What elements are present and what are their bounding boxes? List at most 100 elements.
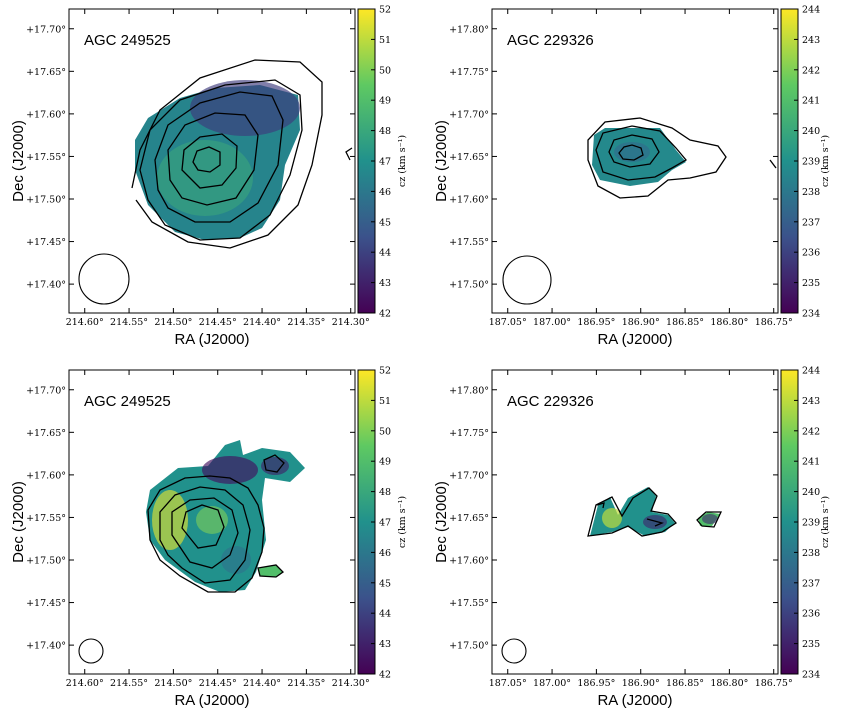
- hi-contour: [587, 117, 727, 199]
- colorbar-tick-label: 52: [379, 5, 391, 16]
- hi-contour: [769, 159, 777, 169]
- colorbar-tick-label: 42: [379, 309, 391, 320]
- x-tick-label: 187.00°: [533, 678, 571, 689]
- hi-contour: [147, 475, 265, 593]
- y-tick-label: +17.70°: [26, 24, 66, 35]
- y-tick-label: +17.60°: [26, 109, 66, 120]
- hi-contour: [192, 146, 221, 173]
- x-axis-label: RA (J2000): [174, 692, 249, 709]
- y-tick-label: +17.55°: [26, 513, 66, 524]
- x-tick-label: 186.95°: [577, 678, 615, 689]
- colorbar-tick-label: 234: [802, 670, 820, 681]
- x-tick-label: 187.00°: [533, 317, 571, 328]
- x-axis-label: RA (J2000): [174, 331, 249, 348]
- x-tick-label: 186.75°: [755, 317, 793, 328]
- velocity-field-gradient: [614, 142, 650, 162]
- y-tick-label: +17.65°: [26, 67, 66, 78]
- colorbar-tick-label: 234: [802, 309, 820, 320]
- y-tick-label: +17.80°: [449, 385, 489, 396]
- x-tick-label: 214.45°: [199, 317, 237, 328]
- beam-circle: [78, 253, 130, 305]
- y-axis-label: Dec (J2000): [433, 481, 450, 563]
- x-tick-label: 214.50°: [154, 317, 192, 328]
- velocity-field-gradient: [152, 490, 188, 550]
- x-tick-label: 214.35°: [287, 678, 325, 689]
- colorbar-tick-label: 241: [802, 96, 820, 107]
- colorbar-label: cz (km s⁻¹): [820, 496, 831, 548]
- colorbar-tick-label: 51: [379, 396, 391, 407]
- x-tick-label: 214.40°: [243, 678, 281, 689]
- y-tick-label: +17.40°: [26, 280, 66, 291]
- colorbar-tick-label: 42: [379, 670, 391, 681]
- colorbar-tick-label: 240: [802, 126, 820, 137]
- hi-contour: [596, 502, 605, 509]
- galaxy-label: AGC 249525: [84, 32, 171, 49]
- velocity-field-gradient: [643, 515, 667, 529]
- colorbar-tick-label: 48: [379, 487, 391, 498]
- colorbar-tick-label: 46: [379, 548, 391, 559]
- y-tick-label: +17.45°: [26, 598, 66, 609]
- y-tick-label: +17.55°: [26, 152, 66, 163]
- velocity-field: [587, 487, 723, 537]
- colorbar-tick-label: 44: [379, 248, 391, 259]
- y-tick-label: +17.70°: [26, 385, 66, 396]
- colorbar-tick-label: 44: [379, 609, 391, 620]
- y-tick-label: +17.55°: [449, 237, 489, 248]
- hi-contour: [139, 79, 303, 241]
- x-tick-label: 186.80°: [710, 317, 748, 328]
- hi-contour: [608, 134, 660, 168]
- x-tick-label: 214.50°: [154, 678, 192, 689]
- beam-circle: [78, 638, 104, 664]
- beam-circle: [502, 255, 552, 305]
- hi-contour: [171, 497, 239, 569]
- x-tick-label: 186.90°: [622, 317, 660, 328]
- galaxy-label: AGC 229326: [507, 393, 594, 410]
- colorbar-tick-label: 244: [802, 366, 820, 377]
- panel-bottom-right: 187.05° 187.00° 186.95° 186.90° 186.85° 186.8…: [433, 366, 831, 710]
- colorbar-tick-label: 50: [379, 426, 391, 437]
- panel-top-right: 187.05° 187.00° 186.95° 186.90° 186.85° 186.8…: [433, 5, 831, 349]
- beam-circle: [501, 638, 527, 664]
- velocity-field-gradient: [190, 80, 300, 136]
- velocity-field-gradient: [602, 508, 622, 528]
- y-tick-label: +17.65°: [449, 513, 489, 524]
- x-tick-label: 186.95°: [577, 317, 615, 328]
- colorbar-tick-label: 243: [802, 35, 820, 46]
- axes-frame: [491, 369, 779, 675]
- colorbar-tick-label: 236: [802, 248, 820, 259]
- hi-contour: [696, 511, 723, 528]
- colorbar-tick-label: 237: [802, 578, 820, 589]
- y-tick-label: +17.70°: [449, 470, 489, 481]
- colorbar-tick-label: 240: [802, 487, 820, 498]
- colorbar-tick-label: 43: [379, 639, 391, 650]
- x-tick-label: 214.30°: [332, 317, 370, 328]
- colorbar-tick-label: 236: [802, 609, 820, 620]
- y-tick-label: +17.70°: [449, 109, 489, 120]
- x-tick-label: 214.60°: [66, 678, 104, 689]
- axes-frame: [68, 369, 356, 675]
- colorbar-tick-label: 48: [379, 126, 391, 137]
- colorbar-tick-label: 49: [379, 457, 391, 468]
- y-tick-label: +17.60°: [449, 556, 489, 567]
- colorbar-tick-label: 47: [379, 518, 391, 529]
- colorbar-label: cz (km s⁻¹): [397, 135, 408, 187]
- hi-contour: [618, 144, 644, 161]
- colorbar-label: cz (km s⁻¹): [397, 496, 408, 548]
- velocity-field-gradient: [202, 456, 258, 484]
- colorbar-tick-label: 50: [379, 65, 391, 76]
- y-tick-label: +17.55°: [449, 598, 489, 609]
- y-tick-label: +17.60°: [26, 470, 66, 481]
- y-axis-label: Dec (J2000): [10, 120, 27, 202]
- axes-frame: [68, 8, 356, 314]
- hi-contour: [257, 564, 285, 578]
- y-tick-label: +17.65°: [449, 152, 489, 163]
- colorbar-tick-label: 47: [379, 157, 391, 168]
- x-tick-label: 214.30°: [332, 678, 370, 689]
- colorbar-tick-label: 237: [802, 217, 820, 228]
- colorbar-tick-label: 51: [379, 35, 391, 46]
- colorbar-tick-label: 239: [802, 157, 820, 168]
- x-tick-label: 214.45°: [199, 678, 237, 689]
- x-tick-label: 214.55°: [110, 317, 148, 328]
- hi-contour: [587, 487, 677, 537]
